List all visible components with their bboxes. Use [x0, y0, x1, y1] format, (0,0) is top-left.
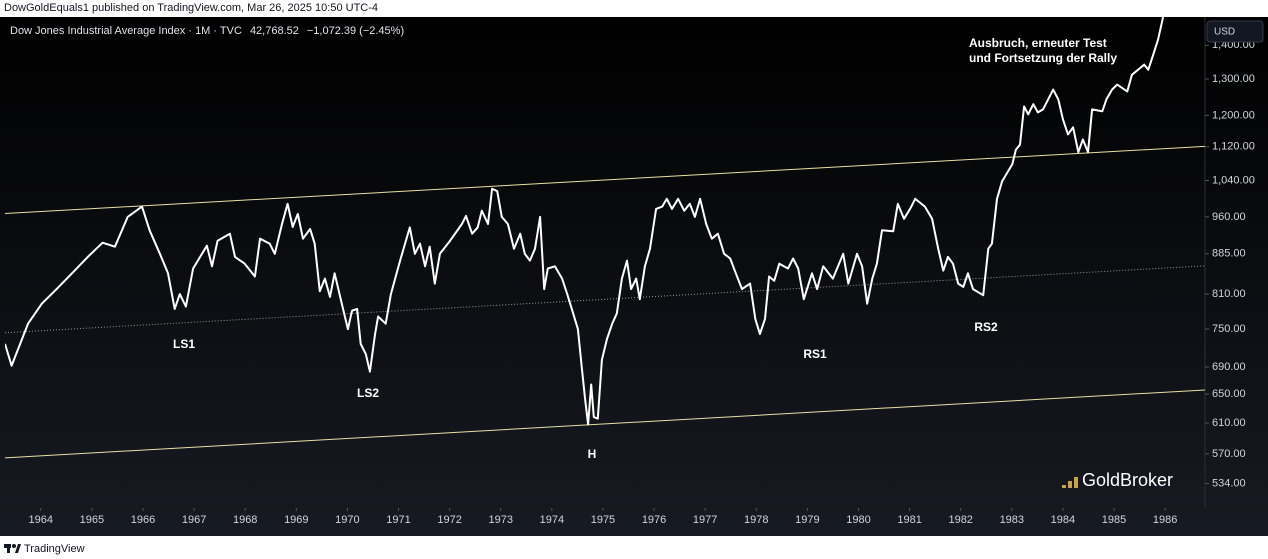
logo-icon [1068, 481, 1072, 488]
y-tick-label: 690.00 [1212, 361, 1246, 373]
annotation: RS2 [974, 320, 998, 334]
y-tick-label: 1,300.00 [1212, 73, 1255, 85]
x-tick-label: 1977 [693, 514, 717, 526]
y-tick-label: 610.00 [1212, 417, 1246, 429]
y-tick-label: 750.00 [1212, 323, 1246, 335]
y-tick-label: 534.00 [1212, 477, 1246, 489]
x-tick-label: 1981 [897, 514, 921, 526]
x-tick-label: 1984 [1051, 514, 1075, 526]
x-tick-label: 1967 [182, 514, 206, 526]
x-tick-label: 1965 [80, 514, 104, 526]
logo-icon [1062, 485, 1066, 488]
annotation: LS2 [357, 386, 379, 400]
publisher-bar [0, 0, 1268, 17]
chart-title: Dow Jones Industrial Average Index · 1M … [10, 25, 242, 37]
x-tick-label: 1964 [29, 514, 53, 526]
annotation: RS1 [803, 347, 827, 361]
logo-icon [12, 544, 16, 548]
watermark: GoldBroker [1082, 470, 1173, 490]
y-tick-label: 650.00 [1212, 388, 1246, 400]
price-change: −1,072.39 (−2.45%) [307, 25, 404, 37]
y-tick-label: 570.00 [1212, 448, 1246, 460]
logo-icon [7, 544, 10, 553]
currency[interactable]: USD [1214, 27, 1235, 38]
x-tick-label: 1978 [744, 514, 768, 526]
trend-line [5, 265, 1205, 334]
currency-button[interactable]: USD [1206, 20, 1264, 43]
x-tick-label: 1982 [948, 514, 972, 526]
annotation: Ausbruch, erneuter Test [969, 36, 1107, 50]
footer-bar [0, 536, 1268, 559]
y-tick-label: 885.00 [1212, 248, 1246, 260]
y-tick-label: 960.00 [1212, 211, 1246, 223]
y-tick-label: 1,120.00 [1212, 141, 1255, 153]
annotation: H [588, 447, 597, 461]
annotation: LS1 [173, 337, 195, 351]
y-tick-label: 1,040.00 [1212, 174, 1255, 186]
x-tick-label: 1966 [131, 514, 155, 526]
x-tick-label: 1983 [1000, 514, 1024, 526]
x-tick-label: 1968 [233, 514, 257, 526]
publisher: DowGoldEquals1 published on TradingView.… [4, 2, 378, 14]
logo-icon [1074, 477, 1078, 488]
x-tick-label: 1972 [437, 514, 461, 526]
x-tick-label: 1985 [1102, 514, 1126, 526]
y-tick-label: 1,200.00 [1212, 109, 1255, 121]
x-tick-label: 1971 [386, 514, 410, 526]
axes: 534.00 570.00 610.00 650.00 690.00 750.00 810.… [29, 39, 1255, 526]
trend-line [5, 145, 1205, 215]
chart-background [0, 17, 1268, 536]
trend-line [5, 389, 1205, 459]
x-tick-label: 1974 [540, 514, 564, 526]
currency-box[interactable] [1206, 20, 1264, 43]
x-tick-label: 1969 [284, 514, 308, 526]
chart-header: Dow Jones Industrial Average Index · 1M … [10, 25, 404, 37]
logo-icon [15, 544, 21, 553]
tradingview-logo: TradingView [4, 543, 85, 555]
goldbroker-logo: GoldBroker [1062, 470, 1173, 490]
x-tick-label: 1970 [335, 514, 359, 526]
price-line [5, 17, 1165, 426]
x-tick-label: 1979 [795, 514, 819, 526]
annotation: und Fortsetzung der Rally [969, 51, 1117, 65]
y-tick-label: 810.00 [1212, 288, 1246, 300]
x-tick-label: 1976 [642, 514, 666, 526]
last-price: 42,768.52 [250, 25, 299, 37]
footer: TradingView [24, 543, 85, 555]
x-tick-label: 1986 [1153, 514, 1177, 526]
x-tick-label: 1973 [488, 514, 512, 526]
x-tick-label: 1975 [591, 514, 615, 526]
plot-area [5, 17, 1205, 459]
x-tick-label: 1980 [846, 514, 870, 526]
